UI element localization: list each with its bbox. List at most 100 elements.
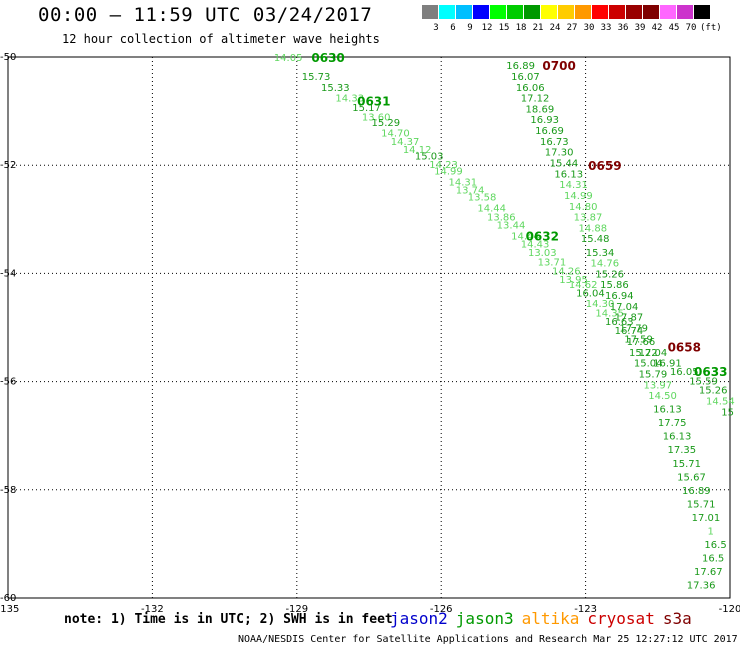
color-swatch	[677, 5, 693, 19]
wave-height-point: 14.99	[564, 191, 593, 202]
color-scale-label: 33	[600, 23, 612, 33]
wave-height-point: 16.89	[682, 486, 711, 497]
wave-height-point: 14.23	[429, 160, 458, 171]
wave-height-point: 16.69	[535, 126, 564, 137]
wave-height-point: 13.44	[497, 221, 526, 232]
wave-height-point: 13.87	[574, 213, 603, 224]
color-scale-label: 18	[515, 23, 527, 33]
wave-height-point: 15.17	[352, 103, 381, 114]
color-scale-label: 70	[685, 23, 697, 33]
wave-height-point: 17.35	[668, 445, 697, 456]
wave-height-point: 16.13	[554, 169, 583, 180]
satellite-label: jason2	[390, 609, 448, 628]
wave-height-point: 16.04	[576, 288, 605, 299]
wave-height-point: 16.74	[615, 326, 644, 337]
wave-height-point: 17.87	[615, 313, 644, 324]
wave-height-point: 15.33	[321, 83, 350, 94]
color-swatch	[473, 5, 489, 19]
wave-height-point: 15.26	[699, 386, 728, 397]
pass-time-label: 0700	[542, 59, 575, 73]
wave-height-point: 14.54	[706, 397, 735, 408]
pass-time-label: 0633	[694, 365, 727, 379]
wave-height-point: 14.43	[521, 240, 550, 251]
wave-height-point: 13.95	[559, 275, 588, 286]
color-swatch	[575, 5, 591, 19]
wave-height-point: 15	[721, 407, 734, 418]
wave-height-point: 15.22	[629, 348, 658, 359]
wave-height-point: 16.63	[605, 317, 634, 328]
color-scale-label: 6	[450, 23, 456, 33]
color-scale-label: 3	[433, 23, 439, 33]
y-tick-label: -50	[0, 52, 16, 63]
wave-height-point: 15.71	[672, 459, 701, 470]
wave-height-point: 13.58	[468, 193, 497, 204]
pass-time-label: 0658	[668, 340, 701, 354]
wave-height-point: 14.35	[595, 308, 624, 319]
wave-height-point: 14.33	[335, 94, 364, 105]
wave-height-point: 16.13	[653, 405, 682, 416]
color-scale-label: 27	[566, 23, 578, 33]
wave-height-point: 16.05	[670, 367, 699, 378]
y-tick-label: -52	[0, 160, 16, 171]
color-scale-label: 36	[617, 23, 629, 33]
wave-height-point: 17.01	[692, 513, 721, 524]
wave-height-point: 13.74	[456, 186, 485, 197]
pass-time-label: 0659	[588, 159, 621, 173]
wave-height-point: 15.48	[581, 234, 610, 245]
wave-height-point: 13.60	[362, 113, 391, 124]
wave-height-point: 14.88	[578, 223, 607, 234]
wave-height-point: 15.71	[687, 499, 716, 510]
color-swatch	[507, 5, 523, 19]
color-scale-label: 21	[532, 23, 544, 33]
chart-title: 00:00 – 11:59 UTC 03/24/2017	[38, 4, 373, 26]
grid-layer	[7, 56, 731, 599]
data-points: 14.05 15.7315.3314.3315.1713.6015.2914.70…	[274, 53, 735, 591]
wave-height-point: 15.44	[550, 158, 579, 169]
wave-height-point: 14.99	[434, 167, 463, 178]
wave-height-point: 15.29	[372, 118, 401, 129]
chart-subtitle: 12 hour collection of altimeter wave hei…	[62, 32, 380, 46]
wave-height-point: 15.03	[415, 151, 444, 162]
color-scale-label: 9	[467, 23, 473, 33]
color-swatch	[490, 5, 506, 19]
wave-height-point: 14.31	[449, 177, 478, 188]
satellite-label: jason3	[455, 609, 514, 628]
color-swatch	[660, 5, 676, 19]
color-scale-label: 15	[498, 23, 510, 33]
wave-height-point: 16.73	[540, 137, 569, 148]
x-tick-label: -132	[141, 604, 164, 615]
wave-height-point: 13.97	[643, 380, 672, 391]
wave-height-point: 14.80	[569, 202, 598, 213]
satellite-label: s3a	[662, 609, 692, 628]
wave-height-point: 16.89	[506, 61, 535, 72]
wave-height-point: 14.31	[559, 180, 588, 191]
wave-height-point: 14.44	[511, 232, 540, 243]
wave-height-point: 16.13	[663, 432, 692, 443]
x-tick-label: -126	[430, 604, 453, 615]
wave-height-point: 15.59	[689, 377, 718, 388]
wave-height-point: 16.5	[704, 540, 726, 551]
y-tick-label: -54	[0, 268, 16, 279]
wave-height-point: 17.59	[624, 334, 653, 345]
wave-height-point: 17.79	[619, 324, 648, 335]
color-scale-label: 45	[668, 23, 680, 33]
wave-height-point: 14.37	[391, 137, 420, 148]
y-tick-label: -60	[0, 593, 16, 604]
satellite-label: cryosat	[587, 609, 655, 628]
wave-height-point: 14.44	[477, 203, 506, 214]
satellite-label: altika	[521, 609, 580, 628]
plot-frame	[7, 56, 731, 599]
wave-height-point: 16.93	[530, 115, 559, 126]
wave-height-point: 17.36	[687, 580, 716, 591]
color-swatch	[422, 5, 438, 19]
color-swatch	[643, 5, 659, 19]
axis-tick-labels: -135 -132 -129 -126 -123 -120 -50 -52 -54 -56 -58 -…	[0, 52, 740, 615]
wave-height-point: 15.73	[302, 72, 331, 83]
wave-height-point: 15.04	[634, 359, 663, 370]
x-tick-label: -135	[0, 604, 19, 615]
color-scale-label: 30	[583, 23, 595, 33]
color-scale-label: 39	[634, 23, 646, 33]
wave-height-point: 16.94	[605, 291, 634, 302]
wave-height-point: 15.79	[639, 369, 668, 380]
wave-height-point: 13.86	[487, 213, 516, 224]
